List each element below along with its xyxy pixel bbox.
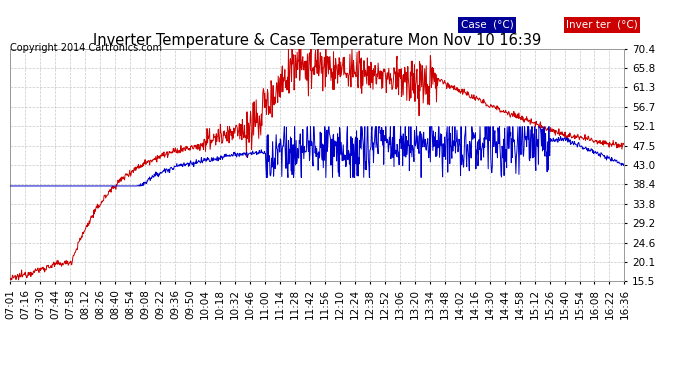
- Text: Copyright 2014 Cartronics.com: Copyright 2014 Cartronics.com: [10, 43, 162, 53]
- Text: Inver ter  (°C): Inver ter (°C): [566, 20, 638, 30]
- Title: Inverter Temperature & Case Temperature Mon Nov 10 16:39: Inverter Temperature & Case Temperature …: [93, 33, 542, 48]
- Text: Case  (°C): Case (°C): [460, 20, 513, 30]
